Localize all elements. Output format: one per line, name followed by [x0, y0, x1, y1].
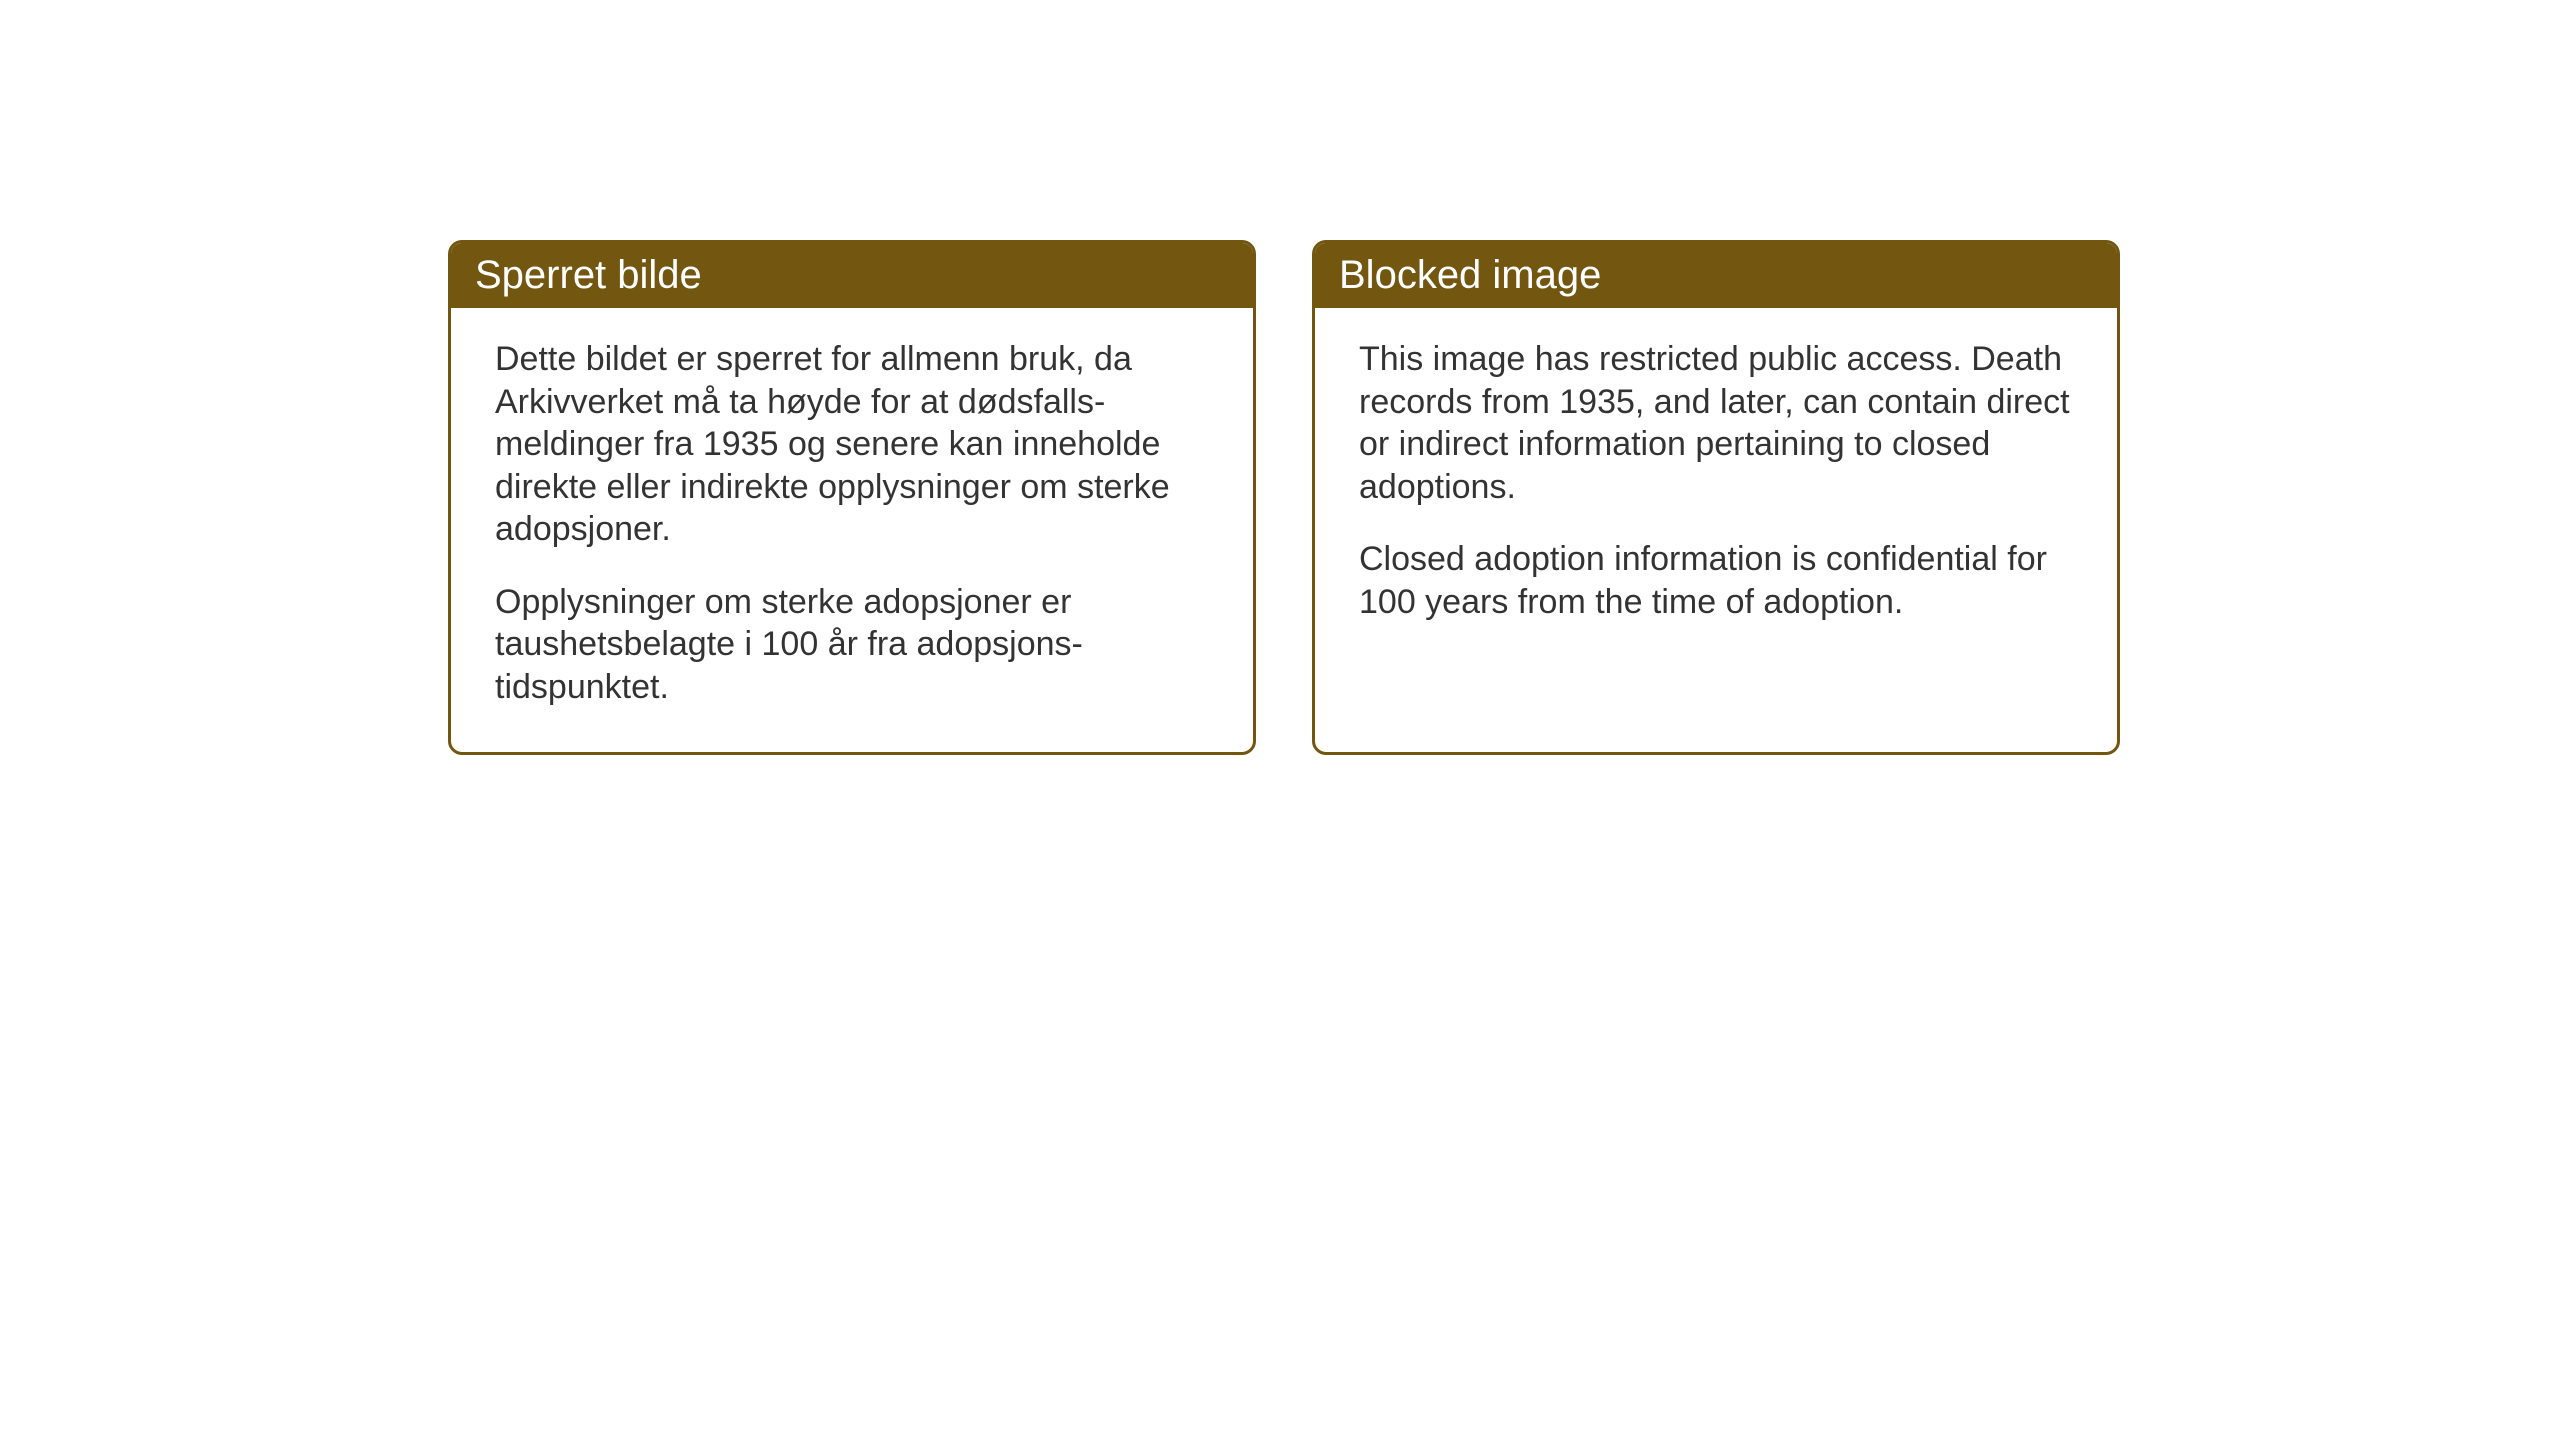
card-paragraph: Dette bildet er sperret for allmenn bruk… [495, 338, 1209, 551]
card-header-english: Blocked image [1315, 243, 2117, 308]
card-body-norwegian: Dette bildet er sperret for allmenn bruk… [451, 308, 1253, 752]
card-paragraph: This image has restricted public access.… [1359, 338, 2073, 508]
notice-card-english: Blocked image This image has restricted … [1312, 240, 2120, 755]
notice-card-norwegian: Sperret bilde Dette bildet er sperret fo… [448, 240, 1256, 755]
card-body-english: This image has restricted public access.… [1315, 308, 2117, 711]
card-header-norwegian: Sperret bilde [451, 243, 1253, 308]
card-title: Sperret bilde [475, 253, 702, 297]
card-paragraph: Closed adoption information is confident… [1359, 538, 2073, 623]
card-paragraph: Opplysninger om sterke adopsjoner er tau… [495, 581, 1209, 709]
card-title: Blocked image [1339, 253, 1601, 297]
notice-container: Sperret bilde Dette bildet er sperret fo… [448, 240, 2120, 755]
